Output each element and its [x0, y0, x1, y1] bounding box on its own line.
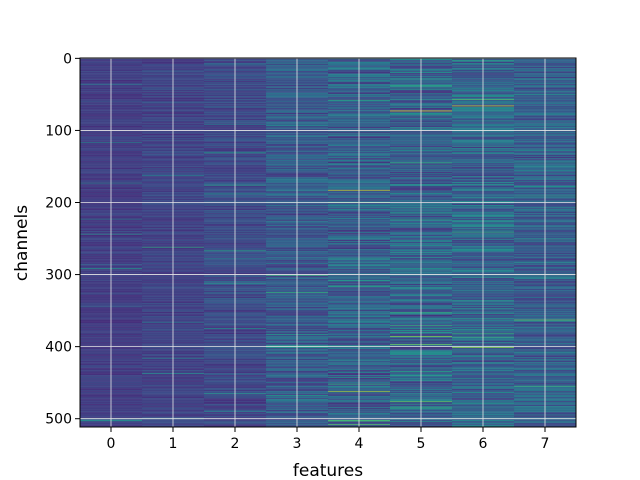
y-tick-label: 0 — [63, 51, 72, 67]
y-tick-label: 200 — [45, 196, 72, 212]
x-axis-label: features — [293, 461, 363, 480]
y-axis-ticks: 0 100 200 300 400 500 — [45, 51, 80, 428]
heatmap-cells — [80, 58, 577, 428]
y-tick-label: 100 — [45, 123, 72, 139]
x-tick-label: 1 — [169, 436, 178, 452]
x-tick-label: 2 — [231, 436, 240, 452]
x-tick-label: 0 — [107, 436, 116, 452]
x-tick-label: 5 — [417, 436, 426, 452]
x-tick-label: 6 — [479, 436, 488, 452]
x-tick-label: 7 — [541, 436, 550, 452]
y-tick-label: 400 — [45, 340, 72, 356]
x-tick-label: 3 — [293, 436, 302, 452]
plot-frame — [79, 57, 577, 428]
y-tick-label: 300 — [45, 268, 72, 284]
y-axis-label: channels — [12, 205, 32, 281]
x-axis-ticks: 0 1 2 3 4 5 6 7 — [107, 427, 550, 452]
grid-lines — [80, 57, 576, 427]
x-tick-label: 4 — [355, 436, 364, 452]
y-tick-label: 500 — [45, 412, 72, 428]
